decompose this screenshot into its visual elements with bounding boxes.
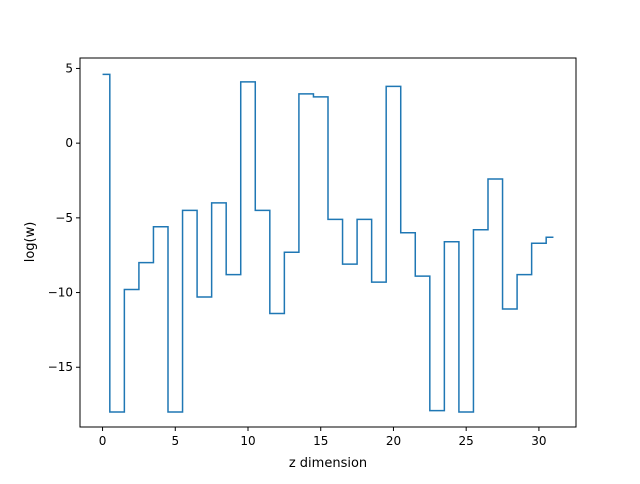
x-tick-label: 30 (531, 434, 546, 448)
x-tick-label: 15 (313, 434, 328, 448)
y-tick-label: −10 (48, 286, 73, 300)
y-tick-label: −5 (55, 211, 73, 225)
y-axis-ticks: 5 0 −5 −10 −15 (48, 61, 80, 374)
x-tick-label: 10 (240, 434, 255, 448)
y-tick-label: 5 (65, 61, 73, 75)
x-tick-label: 25 (459, 434, 474, 448)
plot-frame (79, 57, 577, 428)
y-tick-label: −15 (48, 360, 73, 374)
x-tick-label: 5 (171, 434, 179, 448)
series-step-line (102, 73, 554, 413)
y-tick-label: 0 (65, 136, 73, 150)
y-axis-label: log(w) (23, 222, 38, 263)
plot-content (102, 73, 554, 413)
x-axis-label: z dimension (289, 456, 367, 471)
x-axis-ticks: 0 5 10 15 20 25 30 (99, 427, 547, 448)
x-tick-label: 0 (99, 434, 107, 448)
x-tick-label: 20 (386, 434, 401, 448)
